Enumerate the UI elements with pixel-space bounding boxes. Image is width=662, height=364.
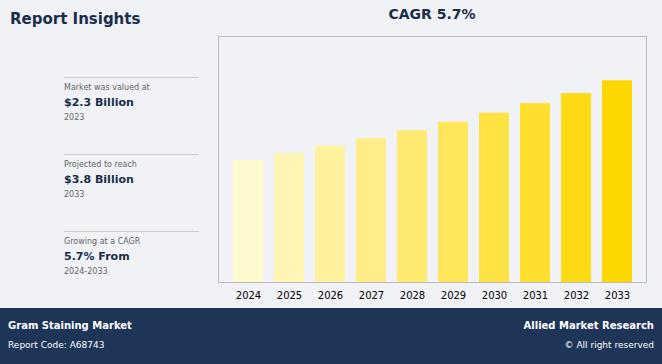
svg-text:2031: 2031	[523, 290, 548, 301]
html-text:© All right reserved: © All right reserved	[564, 340, 654, 350]
html-text:2023: 2023	[64, 113, 85, 122]
svg-text:2030: 2030	[482, 290, 507, 301]
html-text:Report Code: A68743: Report Code: A68743	[8, 340, 105, 350]
html-text:Market was valued at: Market was valued at	[64, 83, 150, 92]
html-text:$3.8 Billion: $3.8 Billion	[64, 173, 134, 186]
html-text:2024-2033: 2024-2033	[64, 267, 108, 276]
svg-text:2029: 2029	[441, 290, 466, 301]
html-text:5.7% From: 5.7% From	[64, 250, 130, 263]
html-text:Report Insights: Report Insights	[10, 10, 141, 28]
html-text:Gram Staining Market: Gram Staining Market	[8, 320, 132, 331]
svg-text:2025: 2025	[277, 290, 302, 301]
html-text:2033: 2033	[64, 190, 85, 199]
html-text:Projected to reach: Projected to reach	[64, 160, 137, 169]
html-text:Growing at a CAGR: Growing at a CAGR	[64, 237, 141, 246]
svg-text:2028: 2028	[400, 290, 425, 301]
svg-text:2033: 2033	[605, 290, 630, 301]
svg-text:2027: 2027	[359, 290, 384, 301]
svg-text:2026: 2026	[318, 290, 343, 301]
html-text:$2.3 Billion: $2.3 Billion	[64, 96, 134, 109]
html-text:Allied Market Research: Allied Market Research	[523, 320, 654, 331]
svg-text:2024: 2024	[236, 290, 261, 301]
svg-text:2032: 2032	[564, 290, 589, 301]
html-text:CAGR 5.7%: CAGR 5.7%	[388, 6, 476, 22]
